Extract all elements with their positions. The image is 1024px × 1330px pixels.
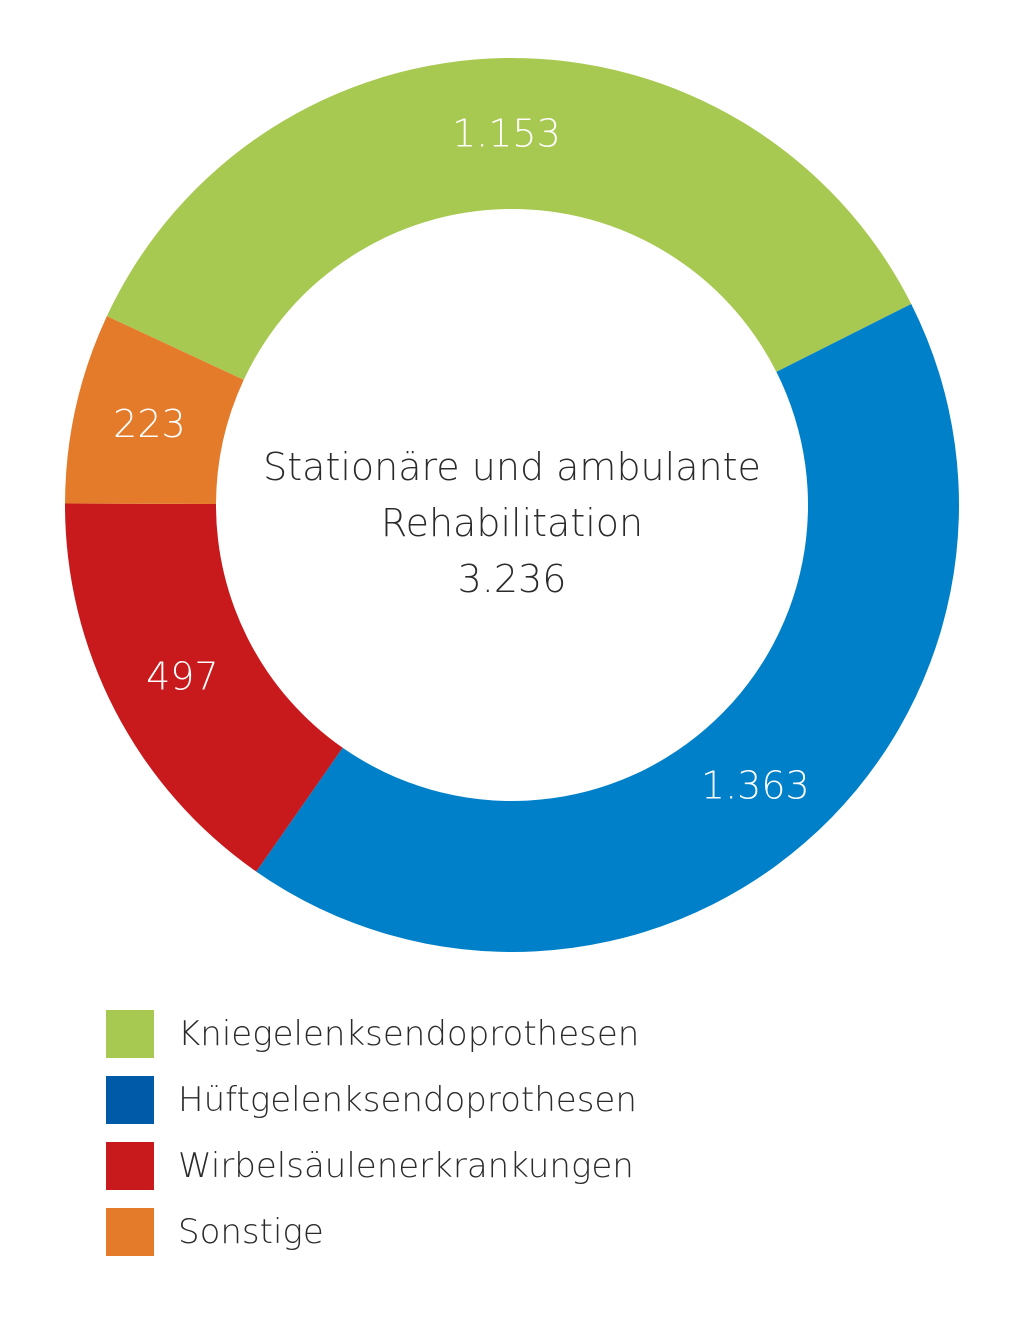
legend-item-hip: Hüftgelenksendoprothesen	[106, 1076, 639, 1124]
slice-knee	[106, 58, 912, 380]
center-label-line1: Stationäre und ambulante	[263, 445, 761, 489]
center-label-total: 3.236	[458, 557, 567, 601]
legend-label-hip: Hüftgelenksendoprothesen	[178, 1080, 637, 1120]
legend: Kniegelenksendoprothesen Hüftgelenksendo…	[106, 1010, 639, 1274]
legend-label-other: Sonstige	[178, 1212, 324, 1252]
slice-label-other: 223	[113, 402, 186, 446]
legend-label-spine: Wirbelsäulenerkrankungen	[178, 1146, 634, 1186]
legend-item-spine: Wirbelsäulenerkrankungen	[106, 1142, 639, 1190]
legend-swatch-other	[106, 1208, 154, 1256]
center-label-line2: Rehabilitation	[381, 501, 643, 545]
slice-label-hip: 1.363	[701, 764, 810, 808]
slice-other	[65, 316, 244, 505]
legend-item-knee: Kniegelenksendoprothesen	[106, 1010, 639, 1058]
slice-label-knee: 1.153	[452, 112, 561, 156]
legend-swatch-hip	[106, 1076, 154, 1124]
donut-chart: 1.153 1.363 497 223 Stationäre und ambulant…	[65, 58, 960, 952]
donut-slice-labels: 1.153 1.363 497 223	[113, 112, 810, 808]
legend-swatch-spine	[106, 1142, 154, 1190]
slice-hip	[256, 303, 960, 952]
legend-item-other: Sonstige	[106, 1208, 639, 1256]
donut-slices	[65, 58, 960, 952]
slice-label-spine: 497	[146, 654, 219, 698]
legend-label-knee: Kniegelenksendoprothesen	[178, 1014, 640, 1054]
legend-swatch-knee	[106, 1010, 154, 1058]
slice-spine	[65, 503, 343, 872]
